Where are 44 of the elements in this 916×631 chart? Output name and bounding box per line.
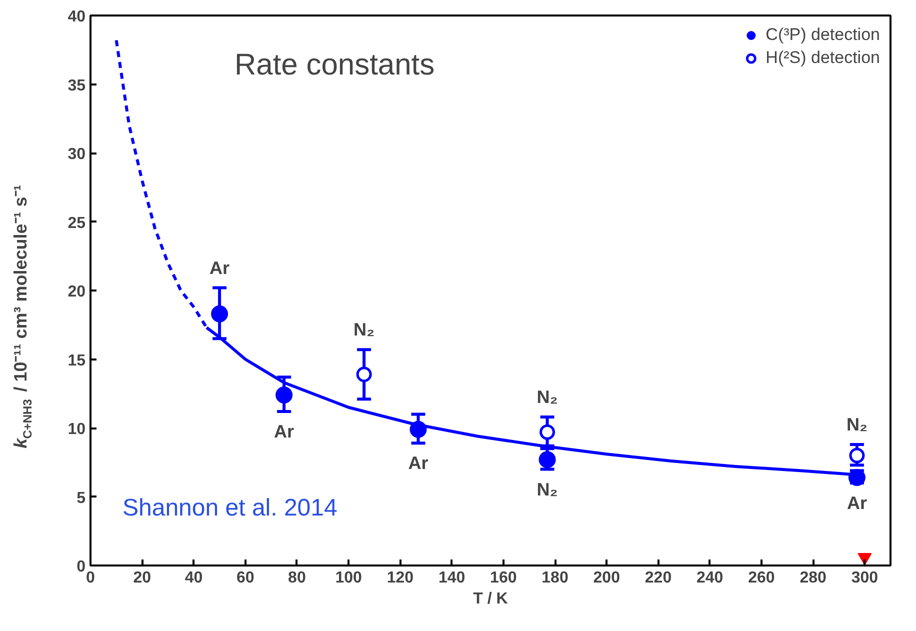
annotation: N₂ bbox=[536, 387, 558, 407]
x-tick-label: 120 bbox=[386, 570, 414, 586]
x-tick-label: 160 bbox=[490, 570, 517, 586]
point bbox=[356, 366, 372, 382]
y-tick-label: 25 bbox=[68, 214, 86, 232]
y-tick-label: 15 bbox=[68, 352, 86, 370]
annotation: Shannon et al. 2014 bbox=[122, 494, 338, 522]
y-tick-label: 20 bbox=[68, 284, 86, 300]
x-tick-label: 40 bbox=[184, 570, 203, 586]
x-tick-label: 100 bbox=[335, 570, 362, 586]
annotation: Ar bbox=[274, 422, 294, 442]
annotation: Ar bbox=[846, 493, 867, 513]
annotation: N₂ bbox=[354, 320, 375, 340]
point bbox=[849, 448, 865, 464]
annotation: N₂ bbox=[846, 414, 868, 434]
y-tick-label: 10 bbox=[68, 421, 86, 438]
point bbox=[211, 305, 228, 322]
x-tick-label: 260 bbox=[748, 570, 775, 586]
x-tick-label: 280 bbox=[800, 570, 827, 586]
x-tick-label: 240 bbox=[696, 570, 724, 586]
x-axis-title: T / K bbox=[473, 590, 508, 608]
legend-label: C(³P) detection bbox=[766, 25, 880, 45]
x-tick-label: 140 bbox=[438, 570, 466, 586]
y-tick-label: 40 bbox=[68, 8, 86, 26]
y-axis-title: kC+NH3 / 10⁻¹¹ cm³ molecule⁻¹ s⁻¹ bbox=[10, 184, 34, 448]
x-tick-label: 180 bbox=[542, 570, 568, 586]
x-tick-label: 220 bbox=[644, 570, 672, 586]
legend-label: H(²S) detection bbox=[766, 48, 880, 68]
y-tick-label: 0 bbox=[76, 558, 86, 576]
point bbox=[538, 451, 556, 468]
y-tick-label: 30 bbox=[68, 146, 86, 163]
annotation: N₂ bbox=[536, 479, 558, 500]
x-tick-label: 200 bbox=[593, 570, 620, 586]
point bbox=[540, 424, 556, 440]
point bbox=[276, 386, 293, 404]
x-tick-label: 60 bbox=[236, 570, 254, 586]
x-tick-label: 20 bbox=[133, 570, 152, 586]
x-tick-label: 80 bbox=[288, 570, 306, 586]
x-tick-label: 300 bbox=[851, 570, 878, 586]
y-tick-label: 35 bbox=[68, 77, 86, 94]
text: Rate constants bbox=[234, 48, 435, 82]
y-tick-label: 5 bbox=[76, 490, 86, 507]
annotation: Ar bbox=[408, 453, 428, 474]
annotation: Ar bbox=[210, 258, 230, 278]
